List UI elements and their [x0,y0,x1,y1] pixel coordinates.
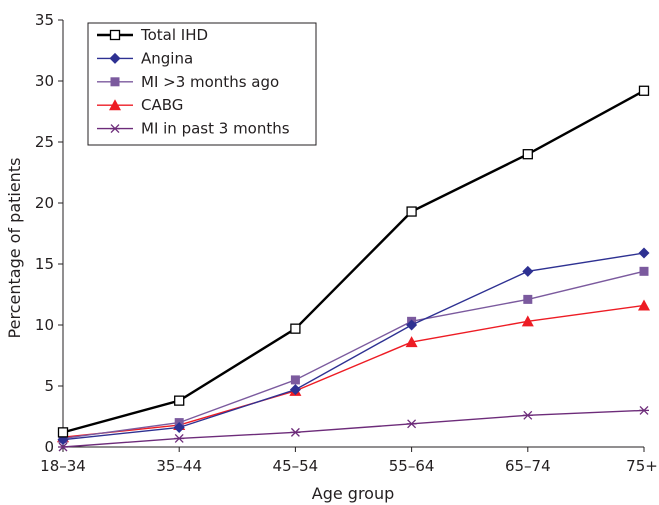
legend-label: Angina [141,49,193,67]
data-point-total-ihd [174,395,185,406]
legend-marker [109,99,121,111]
legend-item-mi-in-past-3-months: MI in past 3 months [97,120,290,138]
series-line-mi-3-months-ago [62,270,645,440]
data-point-total-ihd [638,85,650,96]
data-point-mi-in-past-3-months [639,405,649,415]
legend-label: CABG [141,96,183,114]
y-tick-label: 0 [44,438,54,456]
data-point-mi-3-months-ago [639,266,649,276]
legend-marker [110,124,120,134]
series-line-mi-in-past-3-months [62,409,645,448]
legend-label: MI >3 months ago [141,73,279,91]
series-line-angina [62,252,645,441]
data-point-mi-3-months-ago [523,294,533,304]
data-point-angina [638,247,650,259]
series-mi-in-past-3-months [58,405,649,452]
legend-label: MI in past 3 months [141,120,290,138]
data-point-total-ihd [406,206,417,217]
data-point-mi-in-past-3-months [58,442,68,452]
x-tick-label: 35–44 [156,457,202,475]
data-point-cabg [405,336,418,348]
x-tick-label: 65–74 [505,457,551,475]
x-tick-label: 18–34 [40,457,86,475]
legend-item-total-ihd: Total IHD [97,26,208,44]
legend: Total IHD Angina MI >3 months ago CABG MI in… [87,22,317,146]
data-point-angina [522,265,534,277]
legend-marker [110,77,120,87]
series-cabg [57,299,650,443]
series-layer [57,85,650,452]
legend-item-cabg: CABG [97,96,183,114]
axes: 0 5 10 15 20 25 30 35 18–34 35–44 45–54 55–64 65–74 7… [35,11,658,475]
x-tick-label: 55–64 [389,457,435,475]
y-axis-label: Percentage of patients [5,158,24,339]
series-line-cabg [62,304,645,438]
data-point-mi-in-past-3-months [406,419,417,429]
y-tick-label: 5 [44,377,54,395]
y-tick-label: 15 [35,255,54,273]
series-line-total-ihd [62,89,645,434]
x-tick-label: 75+ [626,457,658,475]
x-axis-label: Age group [312,484,395,503]
y-tick-label: 30 [35,72,54,90]
y-tick-label: 20 [35,194,54,212]
legend-marker [109,29,121,41]
data-point-mi-in-past-3-months [290,427,301,437]
series-total-ihd [57,85,650,438]
data-point-mi-in-past-3-months [522,410,533,420]
data-point-total-ihd [522,149,533,160]
legend-marker [109,52,121,64]
data-point-cabg [638,299,650,311]
legend-box [87,22,317,146]
legend-item-angina: Angina [97,49,193,67]
y-tick-label: 10 [35,316,54,334]
data-point-total-ihd [290,323,301,334]
data-point-angina [289,384,301,396]
x-tick-label: 45–54 [273,457,319,475]
data-point-total-ihd [57,427,69,438]
series-mi-3-months-ago [58,266,649,443]
data-point-angina [173,421,185,433]
data-point-mi-in-past-3-months [174,434,185,443]
data-point-cabg [521,315,534,327]
legend-label: Total IHD [140,26,208,44]
legend-item-mi-3-months-ago: MI >3 months ago [97,73,279,91]
data-point-mi-3-months-ago [290,375,300,385]
y-tick-label: 35 [35,11,54,29]
data-point-angina [406,319,418,331]
series-angina [57,247,650,446]
y-tick-label: 25 [35,133,54,151]
